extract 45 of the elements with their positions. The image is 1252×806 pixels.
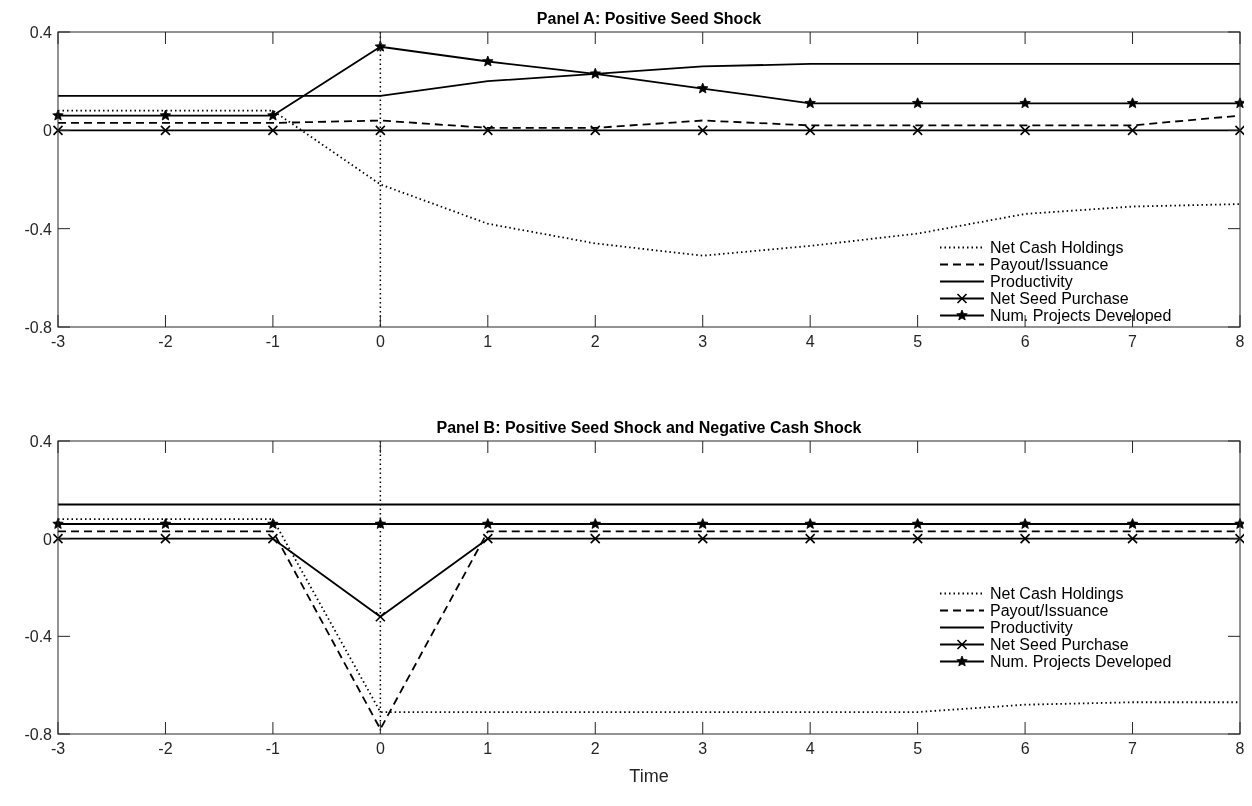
y-tick-label: -0.8 (24, 319, 53, 336)
chart-title: Panel A: Positive Seed Shock (536, 10, 762, 27)
legend-label: Productivity (990, 273, 1073, 290)
x-tick-label: 2 (590, 740, 600, 757)
x-tick-label: 7 (1128, 740, 1138, 757)
x-tick-label: 1 (483, 740, 493, 757)
x-tick-label: 0 (375, 740, 385, 757)
x-tick-label: 3 (698, 333, 708, 350)
x-tick-label: -3 (50, 740, 66, 757)
legend-label: Net Cash Holdings (990, 585, 1124, 602)
y-tick-label: -0.8 (24, 726, 53, 743)
y-tick-label: -0.4 (24, 628, 53, 646)
legend-label: Payout/Issuance (990, 256, 1109, 273)
x-tick-label: 5 (913, 333, 923, 350)
x-tick-label: 8 (1235, 333, 1245, 350)
x-tick-label: 6 (1020, 333, 1030, 350)
y-tick-label: -0.4 (24, 220, 53, 238)
y-tick-label: 0 (43, 530, 53, 548)
legend-label: Num. Projects Developed (990, 307, 1172, 324)
x-tick-label: -1 (265, 333, 281, 350)
legend-label: Num. Projects Developed (990, 653, 1172, 670)
y-tick-label: 0 (43, 122, 53, 140)
x-tick-label: 8 (1235, 740, 1245, 757)
legend-label: Productivity (990, 619, 1073, 636)
x-tick-label: -1 (265, 740, 281, 757)
x-axis-title: Time (629, 766, 669, 786)
x-tick-label: 3 (698, 740, 708, 757)
x-tick-label: 2 (590, 333, 600, 350)
x-tick-label: 5 (913, 740, 923, 757)
legend-label: Payout/Issuance (990, 602, 1109, 619)
x-tick-label: 6 (1020, 740, 1030, 757)
x-tick-label: 1 (483, 333, 493, 350)
y-tick-label: 0.4 (29, 433, 53, 450)
chart-title: Panel B: Positive Seed Shock and Negative Cash Shock (436, 419, 862, 436)
legend-label: Net Seed Purchase (990, 636, 1129, 653)
x-tick-label: -2 (158, 740, 173, 757)
x-tick-label: 4 (805, 740, 815, 757)
x-tick-label: 7 (1128, 333, 1138, 350)
legend-label: Net Seed Purchase (990, 290, 1129, 307)
legend-label: Net Cash Holdings (990, 239, 1124, 256)
x-tick-label: 4 (805, 333, 815, 350)
y-tick-label: 0.4 (29, 24, 53, 41)
x-tick-label: 0 (375, 333, 385, 350)
x-tick-label: -3 (50, 333, 66, 350)
x-tick-label: -2 (158, 333, 173, 350)
